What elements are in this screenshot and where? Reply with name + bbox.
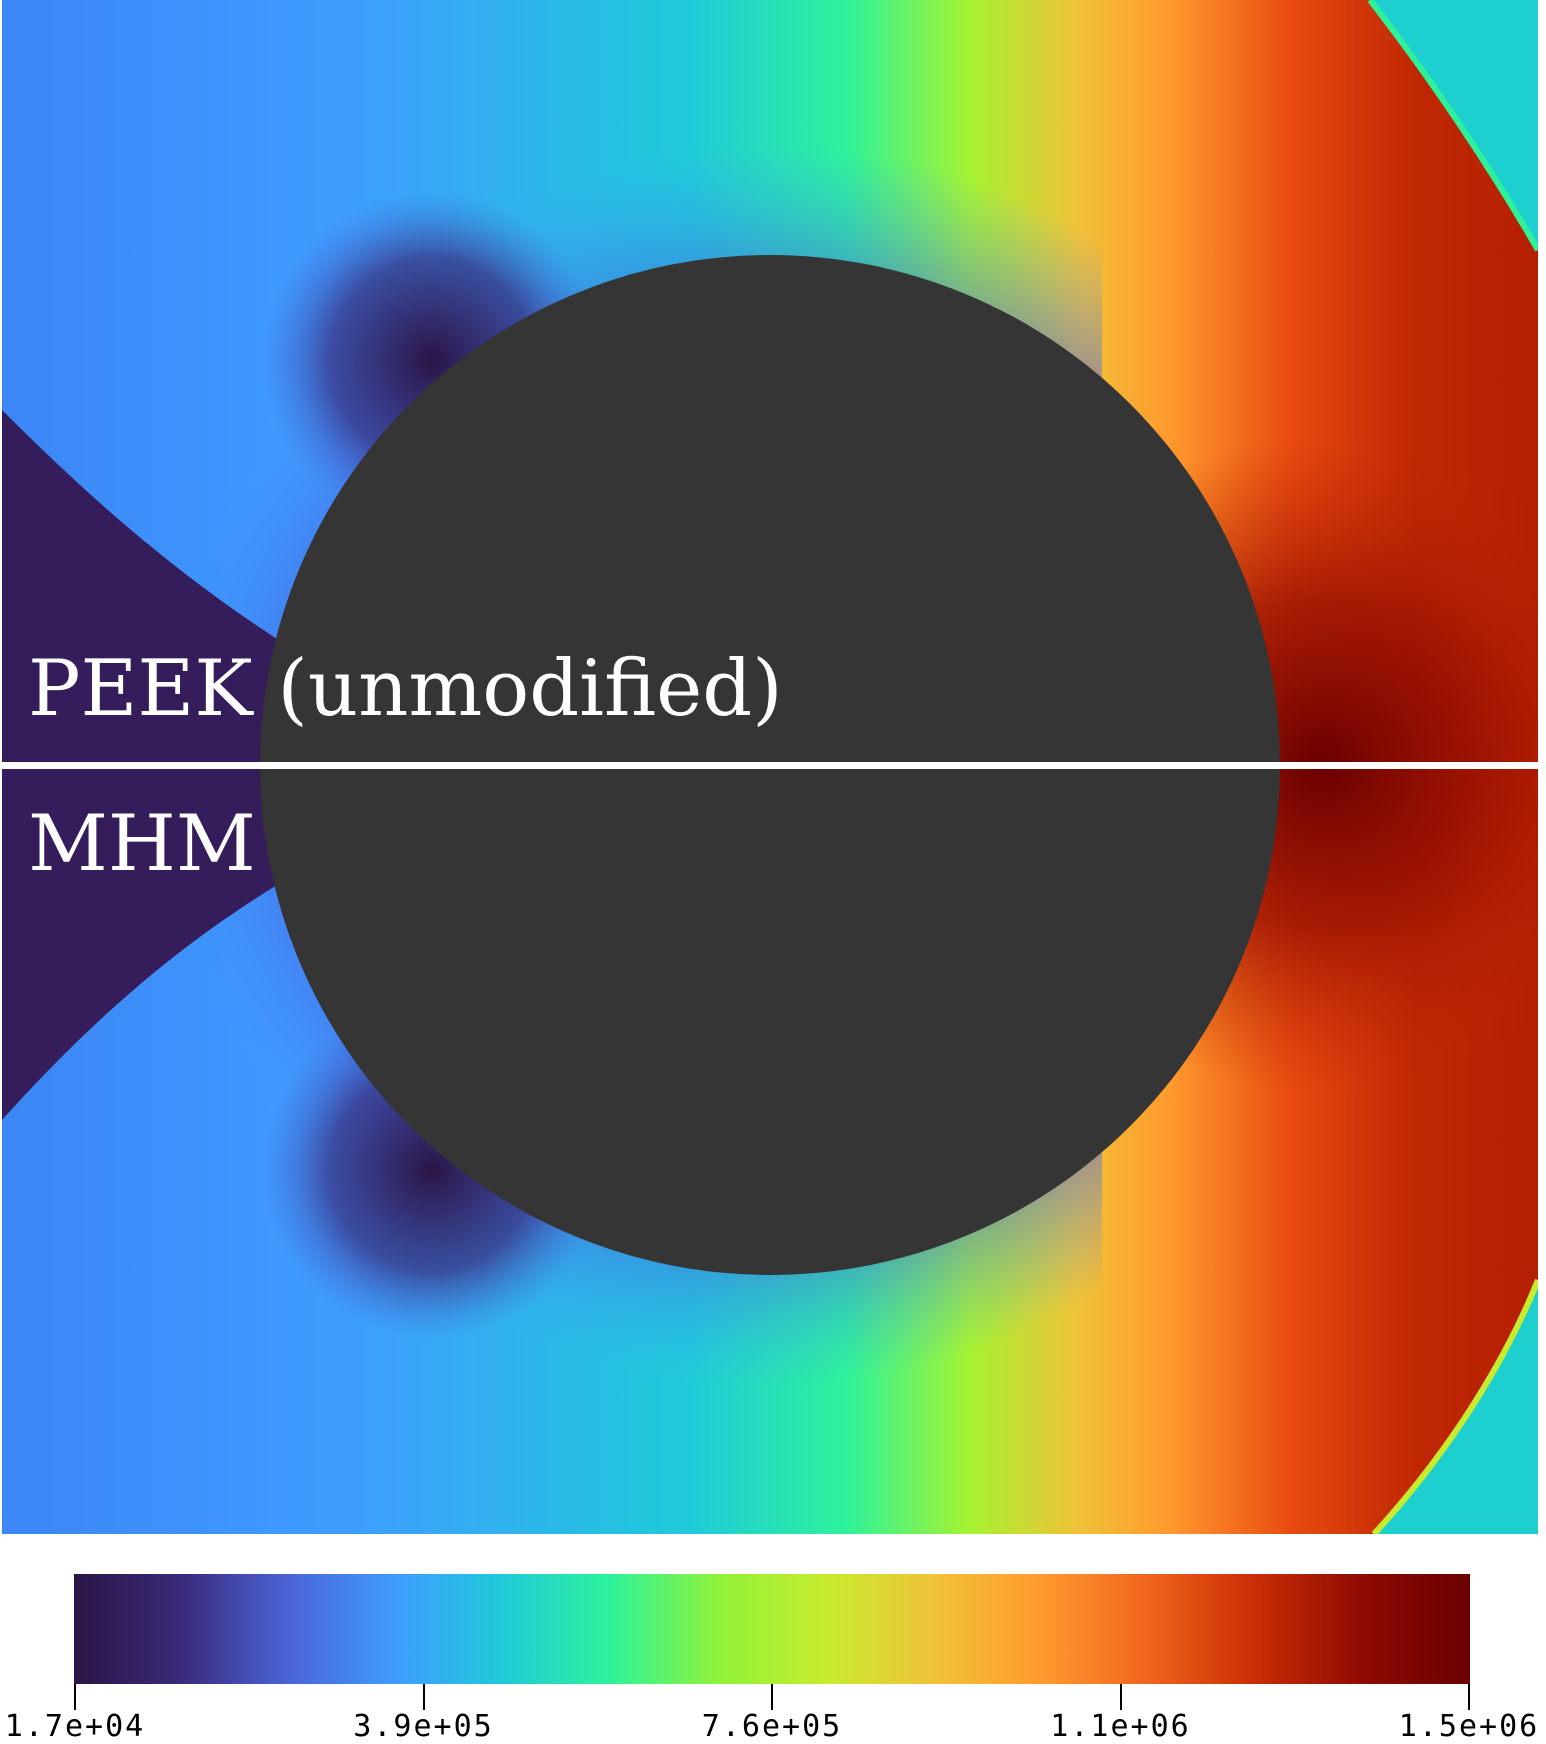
colorbar-tick: [74, 1684, 76, 1710]
simulation-field: PEEK (unmodified) MHM: [2, 0, 1538, 1534]
colorbar-tick-label: 3.9e+05: [353, 1709, 494, 1744]
colorbar-tick-label: 1.1e+06: [1050, 1709, 1191, 1744]
colorbar-tick-label: 7.6e+05: [701, 1709, 843, 1744]
shock-front-bottom: [1374, 1280, 1538, 1534]
colorbar-tick: [1468, 1684, 1470, 1710]
panel-divider: [2, 762, 1538, 769]
colorbar-tick-label: 1.7e+04: [4, 1709, 146, 1744]
shock-front-top: [1370, 0, 1538, 250]
shock-front-bottom-edge: [1371, 1278, 1538, 1534]
colorbar-tick: [771, 1684, 773, 1710]
panel-label-bottom: MHM: [28, 799, 256, 889]
colorbar-tick: [422, 1684, 425, 1710]
colorbar-gradient: [74, 1574, 1470, 1684]
colorbar-tick: [1119, 1684, 1122, 1710]
shock-front-top-edge: [1367, 0, 1538, 252]
colorbar: 1.7e+04 3.9e+05 7.6e+05 1.1e+06 1.5e+06: [0, 1534, 1546, 1742]
panel-label-top: PEEK (unmodified): [28, 644, 783, 734]
colorbar-tick-label: 1.5e+06: [1398, 1709, 1540, 1744]
